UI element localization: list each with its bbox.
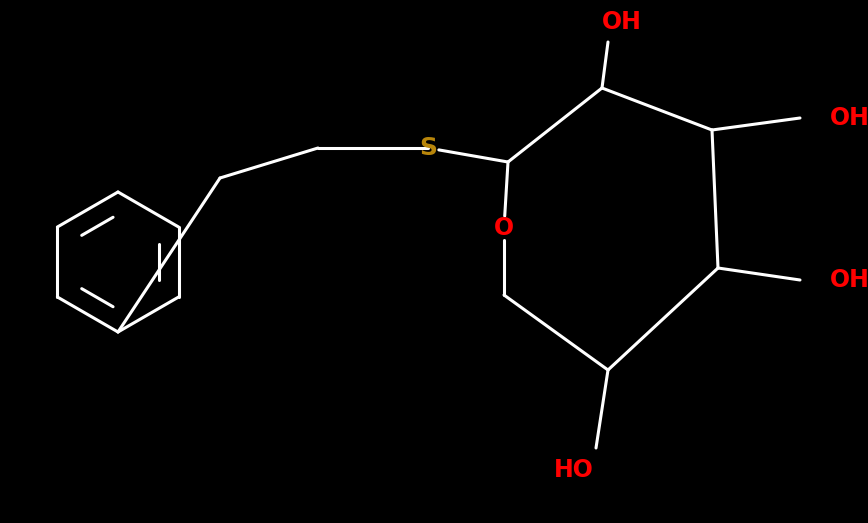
Text: S: S — [419, 136, 437, 160]
Text: HO: HO — [554, 458, 594, 482]
Text: OH: OH — [830, 106, 868, 130]
Text: OH: OH — [602, 10, 642, 34]
Text: O: O — [494, 216, 514, 240]
Text: OH: OH — [830, 268, 868, 292]
